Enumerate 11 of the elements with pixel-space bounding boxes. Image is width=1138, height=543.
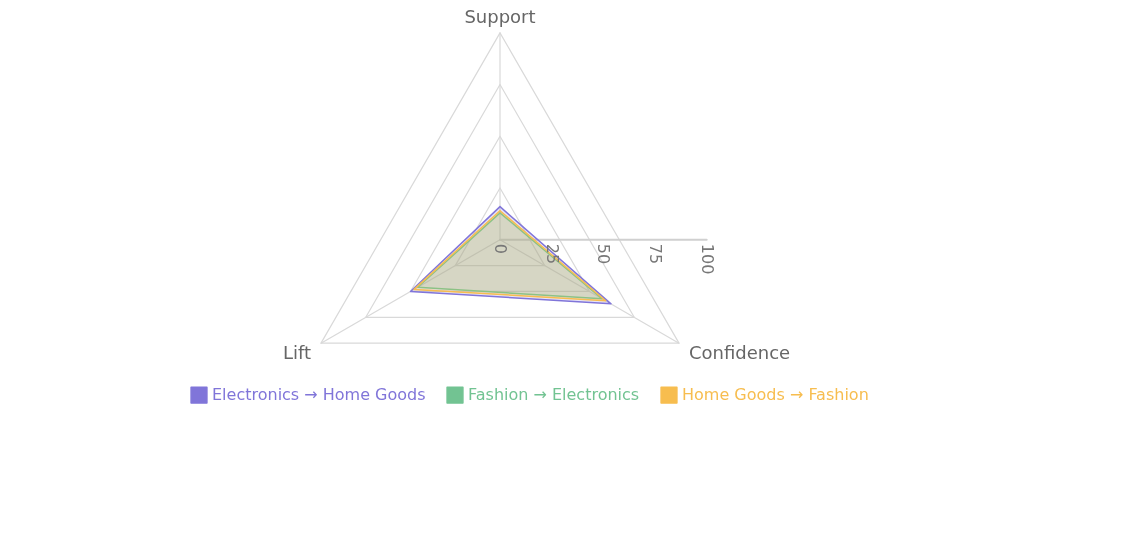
spoke-label: Lift <box>282 341 312 363</box>
y-tick-label: 100 <box>697 243 717 275</box>
y-tick-label: 0 <box>491 243 510 255</box>
legend-label: Electronics → Home Goods <box>212 385 426 405</box>
y-tick-label: 50 <box>594 243 614 265</box>
legend-label: Home Goods → Fashion <box>682 385 869 405</box>
y-tick-label: 25 <box>542 243 562 265</box>
spoke-label: Confidence <box>688 341 791 363</box>
y-tick-label: 75 <box>646 243 665 265</box>
spoke-label: Support <box>464 6 536 28</box>
legend-label: Fashion → Electronics <box>468 385 640 405</box>
